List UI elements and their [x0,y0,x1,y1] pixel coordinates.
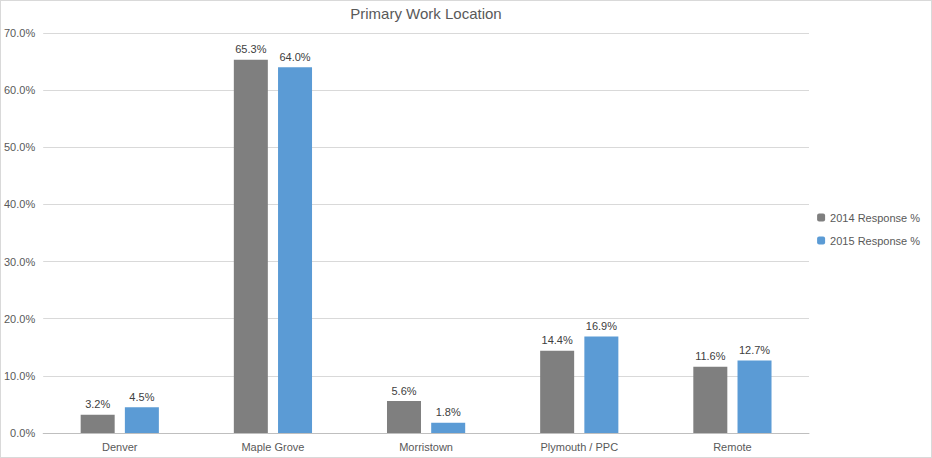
svg-text:2014 Response %: 2014 Response % [830,212,920,224]
svg-text:70.0%: 70.0% [4,27,35,39]
svg-text:65.3%: 65.3% [235,43,266,55]
svg-text:16.9%: 16.9% [586,320,617,332]
svg-text:0.0%: 0.0% [10,427,35,439]
svg-text:Remote: Remote [713,441,752,453]
svg-text:30.0%: 30.0% [4,256,35,268]
svg-text:14.4%: 14.4% [542,334,573,346]
svg-text:40.0%: 40.0% [4,198,35,210]
svg-text:Primary Work Location: Primary Work Location [350,5,501,22]
svg-text:10.0%: 10.0% [4,370,35,382]
svg-text:Maple Grove: Maple Grove [241,441,304,453]
svg-text:Morristown: Morristown [399,441,453,453]
svg-text:3.2%: 3.2% [85,398,110,410]
svg-text:11.6%: 11.6% [695,350,726,362]
svg-text:60.0%: 60.0% [4,84,35,96]
svg-text:12.7%: 12.7% [739,344,770,356]
svg-text:1.8%: 1.8% [436,406,461,418]
svg-text:20.0%: 20.0% [4,313,35,325]
svg-text:2015 Response %: 2015 Response % [830,235,920,247]
svg-text:Plymouth / PPC: Plymouth / PPC [540,441,618,453]
svg-text:4.5%: 4.5% [129,391,154,403]
svg-text:64.0%: 64.0% [279,51,310,63]
svg-text:5.6%: 5.6% [391,385,416,397]
svg-text:50.0%: 50.0% [4,141,35,153]
svg-text:Denver: Denver [102,441,138,453]
